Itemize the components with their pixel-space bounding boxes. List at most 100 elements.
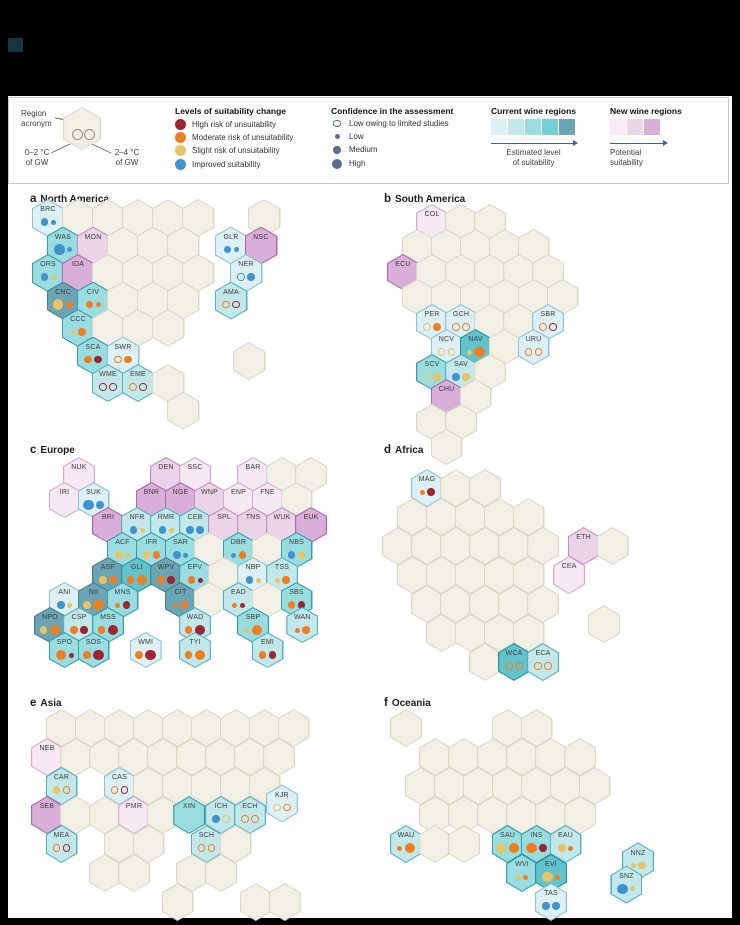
hex-fill — [249, 710, 280, 746]
hex-region-EUK: EUK — [295, 507, 327, 543]
red-assessment-dot-icon — [268, 651, 277, 659]
orange-assessment-dot-icon — [49, 624, 61, 636]
suitability-item-label: High risk of unsuitability — [192, 120, 277, 129]
hex-fill — [478, 739, 508, 775]
hex-fill — [521, 710, 552, 746]
hex-fill — [499, 586, 529, 622]
yellow-assessment-dot-icon — [99, 576, 107, 584]
current-regions-swatches — [491, 119, 575, 135]
blue-assessment-dot-icon — [96, 501, 104, 509]
hex-region-label: FNE — [260, 489, 275, 497]
red-assessment-dot-icon — [145, 649, 156, 661]
hex-assessment-dots — [99, 575, 117, 586]
orange-assessment-dot-icon — [283, 803, 291, 812]
hex-assessment-dots — [617, 883, 636, 895]
hex-region-label: CEA — [561, 563, 577, 571]
hex-assessment-dots — [539, 322, 557, 333]
hex-fill: MEA — [46, 826, 77, 862]
hex-assessment-dots — [273, 802, 291, 813]
hex-assessment-dots — [39, 624, 61, 636]
hex-fill — [412, 528, 442, 564]
hex-fill — [513, 499, 544, 535]
hex-assessment-dots — [129, 525, 145, 536]
hex-fill: EAD — [223, 583, 254, 617]
hex-region-label: SCA — [85, 343, 101, 351]
hex-fill — [426, 499, 457, 535]
hex-fill: IRI — [49, 483, 80, 517]
orange-assessment-dot-icon — [526, 842, 537, 854]
hex-fill — [191, 710, 222, 746]
red-assessment-dot-icon — [122, 601, 130, 609]
panel-letter: b — [384, 193, 392, 205]
hex-fill — [391, 710, 421, 746]
current-region-swatch — [525, 119, 541, 135]
hex-region-label: TYI — [189, 639, 201, 647]
hex-region-label: IRI — [59, 489, 70, 497]
hex-assessment-dots — [232, 600, 245, 611]
hex-region-label: BNR — [143, 489, 160, 497]
panel-letter: f — [384, 697, 388, 709]
hex-assessment-dots — [158, 525, 174, 536]
yellow-assessment-dot-icon — [495, 842, 507, 854]
hex-fill — [449, 826, 479, 862]
hex-assessment-dots — [110, 785, 129, 796]
confidence-dot-icon — [333, 119, 341, 128]
hex-region-label: CSP — [71, 614, 87, 622]
hex-fill: ICH — [206, 797, 236, 833]
hex-region-SPO: SPO — [48, 632, 81, 668]
hex-fill: BRC — [32, 200, 64, 236]
confidence-legend-title: Confidence in the assessment — [331, 106, 454, 116]
hex-assessment-dots — [542, 901, 560, 912]
yellow-assessment-dot-icon — [52, 786, 61, 794]
hex-fill — [104, 710, 135, 746]
hex-region-label: NAV — [468, 336, 483, 344]
orange-assessment-dot-icon — [187, 576, 195, 584]
hex-region-label: GLR — [223, 233, 239, 241]
current-regions-caption-line: Estimated level — [506, 148, 561, 157]
hex-empty — [161, 709, 194, 747]
orange-assessment-dot-icon — [78, 328, 86, 336]
hex-region-label: CCC — [70, 316, 86, 324]
hex-fill — [397, 499, 428, 535]
region-acronym-label: Region acronym — [21, 109, 52, 128]
red-assessment-dot-icon — [232, 300, 240, 309]
hex-fill — [177, 855, 207, 891]
panel-title-f: f Oceania — [384, 693, 431, 711]
blue-assessment-dot-icon — [452, 373, 460, 381]
hex-fill: URU — [518, 330, 549, 364]
hex-fill — [470, 586, 500, 622]
yellow-assessment-dot-icon — [558, 844, 566, 852]
hex-fill: XIN — [174, 797, 204, 833]
orange-assessment-dot-icon — [524, 348, 533, 356]
blue-assessment-dot-icon — [158, 526, 166, 534]
hex-region-label: CHU — [438, 386, 455, 394]
hex-assessment-dots — [244, 624, 262, 636]
new-regions-arrow — [610, 140, 668, 147]
blue-assessment-dot-icon — [287, 551, 296, 559]
hex-region-label: EME — [130, 371, 146, 379]
current-region-swatch — [542, 119, 558, 135]
suitability-item-yellow: Slight risk of unsuitability — [175, 145, 280, 157]
blue-assessment-dot-icon — [186, 526, 194, 534]
hex-fill — [536, 739, 566, 775]
hex-fill — [441, 470, 471, 506]
hex-fill: INS — [521, 826, 552, 862]
hex-fill: TYI — [180, 633, 210, 667]
orange-assessment-dot-icon — [184, 651, 193, 659]
blue-dot-icon — [175, 158, 186, 170]
hex-assessment-dots — [114, 354, 132, 365]
orange-assessment-dot-icon — [238, 551, 246, 559]
yellow-assessment-dot-icon — [630, 886, 636, 892]
hex-region-AMA: AMA — [214, 281, 248, 320]
suitability-item-label: Moderate risk of unsuitability — [192, 133, 294, 143]
hex-assessment-dots — [534, 661, 552, 672]
hex-region-label: CAR — [53, 774, 70, 782]
blue-assessment-dot-icon — [54, 244, 65, 255]
hex-region-label: NGE — [172, 489, 189, 497]
hex-region-label: PER — [424, 311, 440, 319]
hex-assessment-dots — [115, 600, 130, 611]
hex-assessment-dots — [97, 624, 119, 636]
hex-region-label: ENP — [231, 489, 246, 497]
hex-fill — [269, 884, 300, 920]
hex-region-CCC: CCC — [61, 309, 95, 347]
